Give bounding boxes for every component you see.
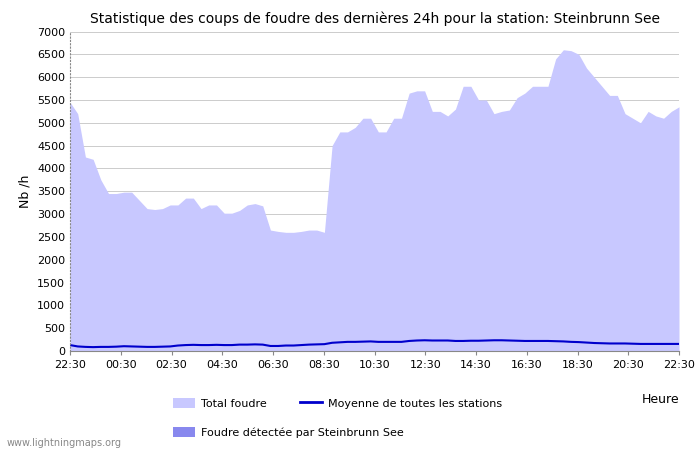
Text: www.lightningmaps.org: www.lightningmaps.org (7, 438, 122, 448)
Text: Heure: Heure (641, 392, 679, 405)
Title: Statistique des coups de foudre des dernières 24h pour la station: Steinbrunn Se: Statistique des coups de foudre des dern… (90, 12, 659, 26)
Legend: Foudre détectée par Steinbrunn See: Foudre détectée par Steinbrunn See (173, 427, 403, 437)
Y-axis label: Nb /h: Nb /h (18, 175, 32, 208)
